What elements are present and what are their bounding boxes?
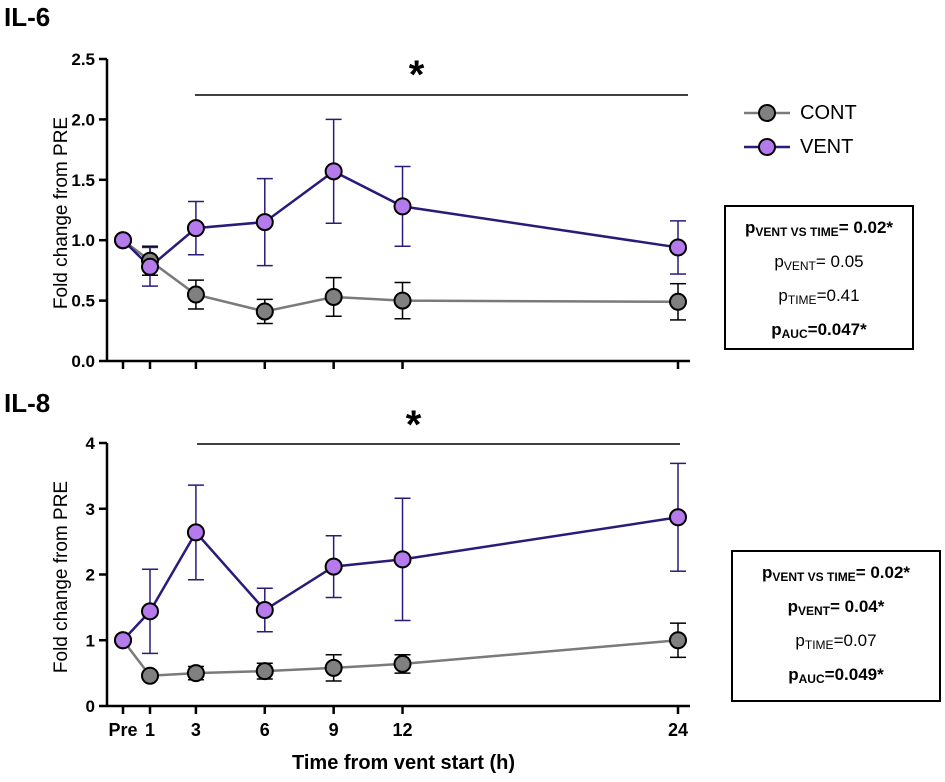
stat-line: pVENT= 0.04*	[787, 597, 885, 618]
y-tick-label: 2.5	[71, 50, 95, 69]
stat-line: pVENT VS TIME= 0.02*	[744, 218, 894, 239]
y-tick-label: 4	[86, 434, 96, 453]
y-tick-label: 1.5	[71, 171, 95, 190]
x-tick-label: 9	[329, 720, 339, 740]
y-tick-label: 0	[86, 697, 95, 716]
stat-line: pVENT= 0.05	[774, 252, 864, 273]
stats-box-il8: pVENT VS TIME= 0.02* pVENT= 0.04* pTIME=…	[731, 550, 941, 702]
y-tick-label: 1.0	[71, 231, 95, 250]
data-point-vent	[324, 557, 343, 576]
data-point-vent	[393, 550, 412, 569]
stat-line: pAUC=0.049*	[788, 665, 884, 686]
legend-item-cont: CONT	[744, 96, 857, 130]
data-point-vent	[255, 213, 274, 232]
data-point-vent	[186, 219, 205, 238]
y-tick-label: 0.5	[71, 292, 95, 311]
data-point-cont	[669, 292, 687, 311]
data-point-vent	[114, 631, 132, 650]
data-point-vent	[255, 601, 274, 620]
panel-title-il6: IL-6	[4, 2, 51, 32]
data-point-cont	[186, 285, 205, 304]
y-tick-label: 2	[86, 566, 95, 585]
data-point-cont	[393, 291, 412, 310]
y-tick-label: 1	[86, 631, 95, 650]
y-tick-label: 2.0	[71, 110, 95, 129]
data-point-vent	[141, 602, 159, 621]
data-point-vent	[141, 257, 159, 276]
data-point-cont	[393, 654, 412, 673]
data-point-cont	[255, 302, 274, 321]
legend-marker-cont	[744, 104, 790, 122]
y-tick-label: 0.0	[71, 352, 95, 371]
x-tick-label: Pre	[108, 720, 137, 740]
legend: CONT VENT	[744, 96, 857, 164]
series-line-vent	[122, 169, 679, 269]
data-point-vent	[186, 523, 205, 542]
y-axis-label-il8: Fold change from PRE	[51, 480, 72, 674]
stat-line: pAUC=0.047*	[771, 320, 867, 341]
data-point-vent	[669, 508, 687, 527]
stats-box-il6: pVENT VS TIME= 0.02* pVENT= 0.05 pTIME=0…	[724, 205, 914, 350]
x-tick-label: 6	[260, 720, 270, 740]
x-tick-label: 1	[145, 720, 155, 740]
x-tick-label: 24	[668, 720, 688, 740]
significance-star: *	[409, 53, 425, 97]
stat-line: pVENT VS TIME= 0.02*	[761, 563, 911, 584]
data-point-vent	[114, 231, 132, 250]
data-point-vent	[393, 197, 412, 216]
x-tick-label: 3	[191, 720, 201, 740]
data-point-cont	[669, 631, 687, 650]
stat-line: pTIME=0.07	[795, 631, 877, 652]
panel-title-il8: IL-8	[4, 388, 51, 418]
legend-marker-vent	[744, 138, 790, 156]
legend-label-vent: VENT	[800, 135, 854, 158]
data-point-cont	[141, 666, 159, 685]
data-point-vent	[669, 238, 687, 257]
legend-item-vent: VENT	[744, 130, 857, 164]
legend-label-cont: CONT	[800, 101, 857, 124]
data-point-cont	[324, 287, 343, 306]
data-point-cont	[186, 664, 205, 683]
x-axis-label: Time from vent start (h)	[292, 752, 515, 774]
data-point-cont	[255, 662, 274, 681]
stat-line: pTIME=0.41	[778, 286, 860, 307]
series-line-vent	[122, 516, 679, 642]
y-tick-label: 3	[86, 500, 95, 519]
significance-star: *	[406, 403, 422, 447]
data-point-cont	[324, 658, 343, 677]
data-point-vent	[324, 162, 343, 181]
x-tick-label: 12	[393, 720, 413, 740]
y-axis-label-il6: Fold change from PRE	[51, 116, 72, 310]
